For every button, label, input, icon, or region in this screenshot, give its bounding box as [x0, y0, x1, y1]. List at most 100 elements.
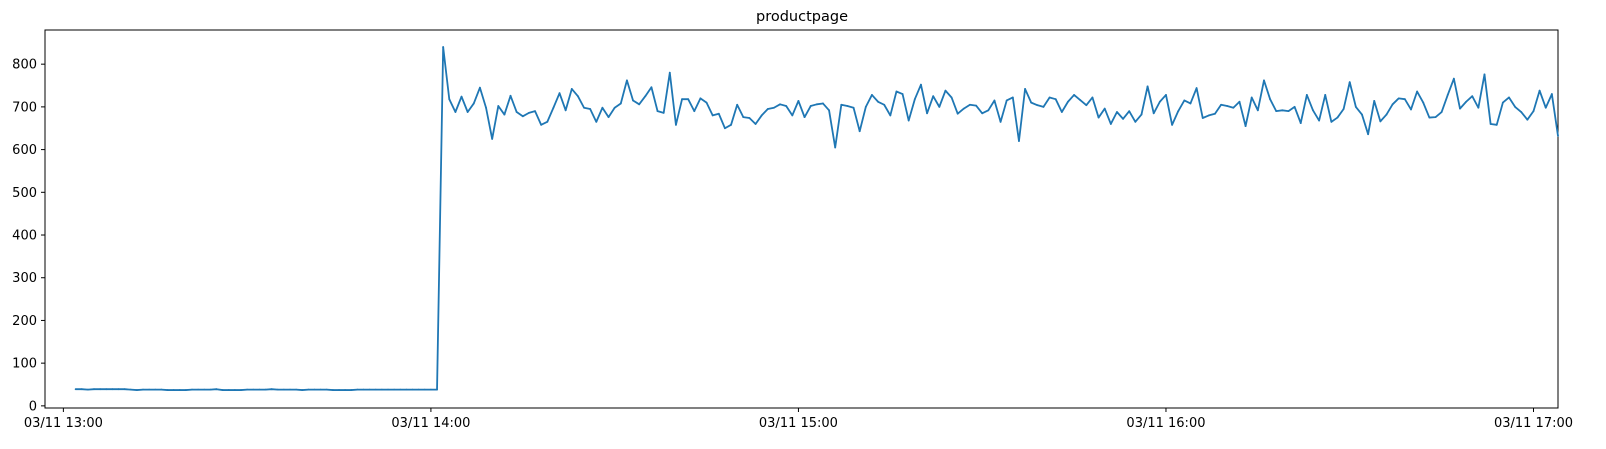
data-point: [613, 106, 616, 109]
data-point: [962, 107, 965, 110]
data-point: [313, 388, 316, 391]
data-point: [589, 108, 592, 110]
data-point: [969, 103, 971, 106]
data-point: [662, 111, 665, 114]
data-point: [528, 111, 530, 114]
data-point: [1275, 110, 1278, 113]
data-point: [1446, 94, 1449, 96]
data-point: [117, 388, 120, 391]
data-point: [209, 388, 212, 391]
data-point: [1263, 79, 1265, 82]
data-point: [1489, 123, 1492, 125]
data-point: [448, 98, 451, 101]
data-point: [846, 105, 849, 107]
data-point: [74, 388, 77, 391]
data-point: [1085, 104, 1088, 107]
data-point: [1312, 109, 1314, 112]
data-point: [822, 102, 824, 105]
data-point: [307, 388, 310, 391]
data-point: [497, 105, 500, 107]
data-point: [485, 106, 487, 109]
data-point: [650, 86, 653, 89]
data-point: [791, 114, 794, 117]
data-point: [540, 123, 543, 126]
data-point: [1501, 101, 1504, 104]
data-point: [172, 389, 175, 391]
data-point: [295, 388, 298, 391]
data-point: [1116, 111, 1118, 113]
data-point: [858, 130, 861, 133]
data-point: [1177, 110, 1180, 113]
data-point: [907, 119, 910, 122]
data-point: [123, 388, 126, 391]
data-point: [264, 388, 267, 391]
data-point: [656, 110, 659, 113]
data-point: [987, 109, 990, 112]
data-point: [1183, 99, 1186, 102]
data-point: [1195, 87, 1198, 89]
x-tick-label: 03/11 13:00: [24, 416, 103, 431]
data-point: [436, 388, 438, 391]
data-point: [889, 114, 892, 117]
data-point: [1324, 94, 1327, 96]
data-point: [1495, 123, 1498, 126]
data-point: [993, 99, 996, 102]
data-point: [1214, 112, 1216, 115]
data-point: [1293, 105, 1296, 108]
data-point: [736, 103, 739, 106]
data-point: [797, 100, 800, 102]
data-point: [1550, 93, 1553, 95]
data-point: [913, 98, 916, 101]
data-point: [1287, 110, 1290, 113]
data-point: [1269, 98, 1271, 101]
data-point: [932, 95, 935, 98]
data-point: [1422, 101, 1425, 104]
data-point: [1024, 88, 1026, 90]
data-point: [766, 108, 769, 110]
data-point: [1067, 100, 1069, 103]
data-point: [711, 114, 714, 117]
data-point: [1207, 114, 1210, 117]
data-point: [521, 115, 524, 118]
data-point: [509, 94, 512, 97]
data-point: [871, 94, 873, 96]
y-tick-label: 500: [12, 186, 37, 201]
data-point: [895, 90, 898, 93]
data-point: [515, 111, 518, 113]
data-point: [754, 123, 757, 125]
y-tick-label: 800: [12, 58, 37, 73]
y-tick-label: 600: [12, 143, 37, 158]
data-point: [1165, 94, 1167, 96]
data-point: [1544, 106, 1547, 109]
data-point: [215, 388, 218, 391]
x-tick-label: 03/11 17:00: [1494, 416, 1573, 431]
data-point: [1526, 118, 1529, 121]
data-point: [632, 99, 634, 102]
data-point: [840, 103, 843, 106]
data-point: [1018, 140, 1020, 142]
y-tick-label: 300: [12, 271, 37, 286]
data-point: [785, 105, 788, 107]
data-point: [1342, 108, 1345, 110]
data-point: [920, 83, 922, 86]
data-point: [1330, 120, 1333, 123]
data-point: [129, 388, 132, 391]
data-point: [901, 93, 904, 95]
data-point: [546, 120, 549, 123]
data-point: [142, 388, 144, 391]
data-point: [1508, 96, 1510, 99]
data-point: [276, 388, 279, 391]
data-point: [184, 389, 187, 391]
data-point: [86, 388, 89, 391]
data-point: [1520, 111, 1523, 113]
data-point: [1428, 116, 1431, 119]
data-point: [1452, 77, 1455, 80]
data-point: [399, 388, 402, 391]
data-point: [221, 389, 224, 391]
data-point: [681, 98, 683, 101]
data-point: [852, 106, 855, 109]
data-point: [319, 388, 322, 391]
data-point: [1226, 105, 1229, 107]
data-point: [430, 388, 432, 391]
data-point: [883, 103, 886, 106]
